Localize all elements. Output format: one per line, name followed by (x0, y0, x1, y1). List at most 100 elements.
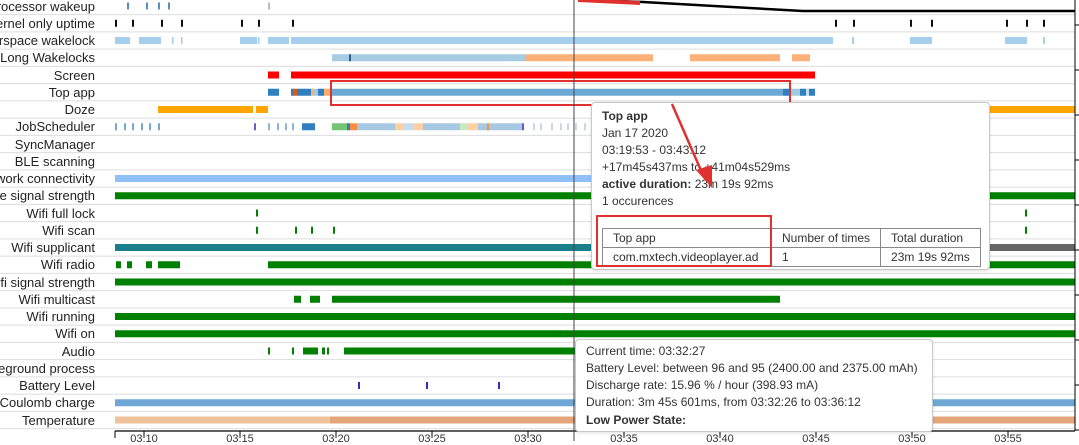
row-label: Battery Level (19, 378, 95, 393)
x-axis-tick-label: 03:10 (130, 433, 158, 445)
bar-segment-jobscheduler (285, 123, 287, 131)
bar-segment-userspace-wakelock (115, 37, 130, 44)
bar-segment-userspace-wakelock (240, 37, 257, 44)
bar-segment-wifi-multicast (310, 295, 320, 303)
x-axis-tick-label: 03:50 (898, 433, 926, 445)
row-label: BLE scanning (14, 153, 95, 169)
bar-segment-jobscheduler (423, 123, 460, 131)
row-label: Doze (64, 102, 95, 117)
x-axis-tick-label: 03:20 (322, 433, 350, 445)
bar-segment-jobscheduler (277, 123, 279, 131)
row-label: Wifi multicast (18, 291, 95, 307)
bar-segment-jobscheduler (460, 123, 468, 131)
bar-segment-wifi-radio (146, 261, 152, 269)
bar-segment-jobscheduler (268, 123, 270, 131)
cell-app-name: com.mxtech.videoplayer.ad (602, 247, 772, 267)
cell-number-of-times: 1 (770, 247, 882, 267)
row-label: SyncManager (14, 136, 95, 152)
bar-segment-top-app (318, 88, 324, 96)
bar-segment-kernel-only-uptime (835, 19, 837, 27)
bar-segment-top-app (324, 88, 330, 96)
current-time: Current time: 03:32:27 (586, 344, 706, 358)
row-label: Wifi scan (42, 222, 95, 238)
x-axis-tick-label: 03:40 (706, 433, 734, 445)
row-label: Foreground process (0, 360, 95, 376)
bar-segment-top-app (790, 88, 800, 96)
bar-segment-kernel-only-uptime (1006, 19, 1008, 27)
x-axis-tick-label: 03:35 (610, 433, 638, 445)
bar-segment-wifi-supplicant (115, 244, 990, 251)
bar-segment-jobscheduler (158, 123, 160, 131)
bar-segment-top-app (800, 88, 806, 96)
bar-segment-battery-level (358, 382, 360, 389)
tooltip-offset-range: +17m45s437ms to +41m04s529ms (602, 160, 791, 174)
bar-segment-jobscheduler (540, 123, 542, 131)
bar-segment-doze (256, 106, 268, 113)
active-duration-label: active duration: (602, 177, 692, 191)
bar-segment-processor-wakeup (268, 2, 270, 10)
bar-segment-jobscheduler (149, 123, 151, 131)
bar-segment-wifi-multicast (294, 295, 301, 303)
bar-segment-jobscheduler (487, 123, 489, 131)
bar-segment-long-wakelocks (525, 54, 653, 62)
bar-segment-wifi-radio (127, 261, 132, 269)
bar-segment-top-app (268, 88, 279, 96)
bar-segment-kernel-only-uptime (853, 19, 855, 27)
x-axis-tick-label: 03:15 (226, 433, 254, 445)
bar-segment-wifi-supplicant (990, 244, 1075, 251)
cell-total-duration: 23m 19s 92ms (880, 247, 981, 267)
bar-segment-jobscheduler (575, 123, 577, 131)
bar-segment-jobscheduler (533, 123, 535, 131)
bar-segment-wifi-signal-strength (115, 278, 1075, 286)
bar-segment-wifi-scan (295, 226, 297, 234)
bar-segment-temperature (115, 416, 330, 424)
row-label: Kernel only uptime (0, 15, 95, 31)
row-label: Temperature (22, 412, 95, 428)
bar-segment-jobscheduler (560, 123, 562, 131)
bar-segment-jobscheduler (332, 123, 347, 131)
bar-segment-userspace-wakelock (910, 37, 932, 44)
row-labels: Processor wakeupKernel only uptime Usersp… (0, 0, 95, 441)
row-label: Processor wakeup (0, 0, 95, 14)
bar-segment-top-app (291, 88, 293, 96)
bar-segment-kernel-only-uptime (181, 19, 183, 27)
bar-segment-wifi-on (115, 330, 1075, 338)
bar-segment-wifi-scan (311, 226, 313, 234)
row-label: Audio (61, 343, 95, 359)
bar-segment-kernel-only-uptime (1026, 19, 1028, 27)
bar-segment-screen (268, 71, 279, 79)
bar-segment-jobscheduler (302, 123, 315, 131)
bar-segment-wifi-scan (256, 226, 258, 234)
bar-segment-wifi-scan (1025, 226, 1027, 234)
bar-segment-wifi-full-lock (256, 209, 258, 217)
duration: Duration: 3m 45s 601ms, from 03:32:26 to… (586, 395, 861, 409)
bar-segment-top-app (783, 88, 790, 96)
bar-segment-jobscheduler (115, 123, 117, 131)
bar-segment-jobscheduler (350, 123, 357, 131)
row-label: Wifi supplicant (11, 240, 95, 255)
bar-segment-kernel-only-uptime (241, 19, 243, 27)
bar-segment-audio (303, 347, 318, 355)
bar-segment-userspace-wakelock (1005, 37, 1027, 44)
bar-segment-jobscheduler (141, 123, 143, 131)
bar-segment-processor-wakeup (146, 2, 148, 10)
discharge-rate: Discharge rate: 15.96 % / hour (398.93 m… (586, 378, 819, 392)
bar-segment-userspace-wakelock (852, 37, 854, 44)
active-duration-value: 23m 19s 92ms (694, 177, 774, 191)
annotation-box-app-name (596, 215, 772, 267)
header-total-duration: Total duration (880, 228, 981, 248)
bar-segment-kernel-only-uptime (115, 19, 117, 27)
bar-segment-kernel-only-uptime (292, 19, 294, 27)
bar-segment-jobscheduler (124, 123, 126, 131)
bar-segment-processor-wakeup (127, 2, 129, 10)
row-label: Wifi radio (40, 257, 95, 273)
bar-segment-userspace-wakelock (172, 37, 174, 44)
bar-segment-jobscheduler (132, 123, 134, 131)
bar-segment-jobscheduler (347, 123, 350, 131)
bar-segment-jobscheduler (254, 123, 256, 131)
row-label: Network connectivity (0, 171, 95, 186)
bar-segment-top-app (809, 88, 815, 96)
bar-segment-audio (292, 347, 294, 355)
bar-segment-screen (291, 71, 815, 79)
bar-segment-kernel-only-uptime (1043, 19, 1045, 27)
